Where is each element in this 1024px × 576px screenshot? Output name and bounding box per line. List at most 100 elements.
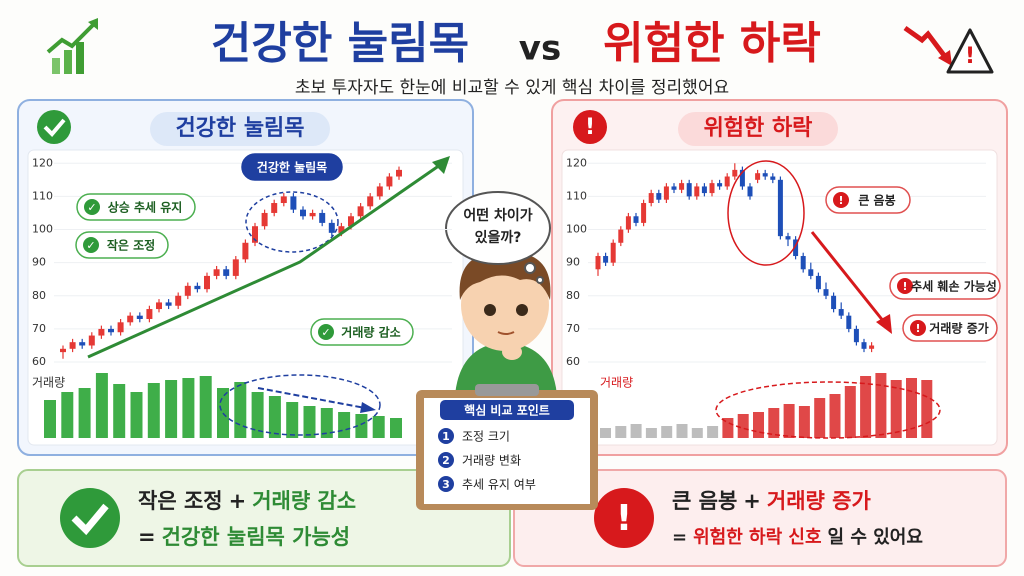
candle-body [309,212,316,217]
volume-bar [630,424,642,438]
volume-bar [707,426,719,438]
y-tick-label: 100 [32,223,53,236]
candle-body [127,315,134,323]
volume-bar [268,396,281,438]
candle-body [603,256,609,263]
candle-body [271,203,278,213]
candle-body [838,309,844,316]
candle-body [117,322,124,333]
candle-body [732,169,738,177]
volume-bar [113,384,126,438]
header-icon-down: ! [903,25,994,74]
candle-body [869,345,875,349]
volume-arrow-head [360,402,376,413]
candle-body [633,216,639,223]
summary-part: = [672,527,687,548]
summary-part: 일 수 있어요 [828,527,923,548]
thought-bubble [445,191,551,284]
summary-part: + [229,489,247,513]
left-summary-box [17,469,511,567]
candle-body [261,212,268,227]
summary-part: 거래량 감소 [252,489,356,513]
point-number-badge [438,452,454,468]
y-tick-label: 60 [32,355,46,368]
volume-bar [600,428,611,438]
volume-arrow [257,387,366,409]
summary-line: 큰 음봉 + 거래량 증가 [672,489,871,513]
candle-body [656,193,662,200]
summary-part: 작은 조정 [138,489,223,513]
candle-body [165,302,172,306]
volume-bar [303,406,316,438]
volume-bar [251,392,264,438]
point-number: 3 [442,478,450,491]
candle-body [755,173,761,180]
annotation-icon [910,320,926,336]
volume-bar [182,378,195,438]
candle-body [348,216,354,227]
summary-line: = 위험한 하락 신호 일 수 있어요 [672,526,923,548]
right-chart-area [561,149,998,446]
summary-part: + [743,489,761,513]
volume-bar [95,373,108,438]
volume-bar [130,392,143,438]
annotation-icon-mark: ✓ [321,326,330,339]
summary-part: = [138,525,156,549]
candle-body [396,169,402,177]
candle-body [717,183,723,187]
right-title-pill [678,112,838,146]
candle-body [831,295,837,310]
summary-part: 큰 음봉 [672,489,737,513]
volume-bar [722,418,734,438]
candle-body [88,335,95,346]
board-title: 핵심 비교 포인트 [464,403,550,418]
candle-body [853,328,859,343]
point-number-badge [438,428,454,444]
volume-label: 거래량 [32,376,65,390]
candle-body [338,226,345,233]
volume-bar [355,414,368,438]
candle-body [679,183,685,190]
volume-bar [676,424,688,438]
volume-bar [890,380,902,438]
summary-part: 위험한 하락 신호 [693,526,821,548]
annotation-label: 거래량 증가 [929,321,988,336]
candle-body [793,239,799,257]
annotation-label: 상승 추세 유지 [108,200,183,215]
annotation-pill [241,153,343,181]
annotation-pill [825,186,911,214]
candle-body [252,226,258,243]
svg-text:!: ! [965,44,975,69]
candle-body [60,348,66,353]
volume-bar [44,400,56,438]
volume-bar [921,380,933,438]
point-text: 거래량 변화 [462,454,521,468]
candle-body [808,269,814,276]
candle-body [610,242,616,263]
candle-body [98,328,105,336]
y-tick-label: 100 [566,223,587,236]
left-check-mark [43,118,66,137]
annotation-label: 건강한 눌림목 [257,160,327,175]
volume-bar [814,398,826,438]
candle-body [595,256,601,270]
candle-body [319,212,326,223]
volume-bar [906,378,917,438]
candle-body [204,275,210,290]
candle-body [69,342,76,349]
candle-body [386,176,393,187]
point-number: 1 [442,430,450,443]
point-number-badge [438,476,454,492]
candle-body [694,186,700,197]
candle-body [618,229,624,243]
candle-body [770,176,776,180]
candle-body [300,209,306,217]
annotation-pill [75,231,169,259]
candle-body [641,203,647,223]
annotation-pill [76,193,196,221]
candle-body [376,186,383,197]
annotation-pill [902,314,998,342]
summary-warning-mark: ! [616,498,632,539]
chart-title: 건강한 눌림목 [175,116,304,141]
